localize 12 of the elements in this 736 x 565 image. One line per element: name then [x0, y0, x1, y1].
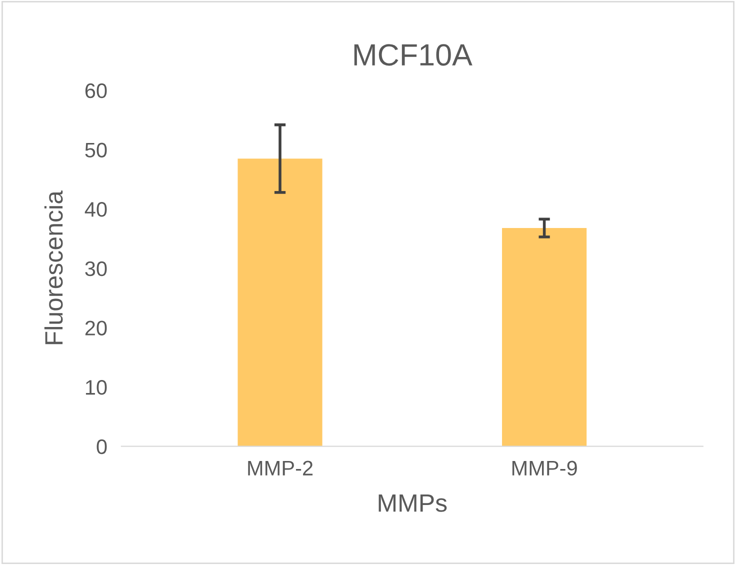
y-tick-label: 30: [85, 261, 107, 276]
x-tick-label: MMP-2: [248, 460, 313, 476]
y-axis-title: Fluorescencia: [44, 190, 63, 344]
y-tick-label: 0: [96, 439, 107, 454]
y-tick-label: 50: [85, 142, 107, 158]
y-tick-label: 40: [84, 202, 107, 217]
x-axis-title: MMPs: [378, 494, 447, 512]
x-tick-label: MMP-9: [512, 460, 577, 476]
y-tick-label: 20: [85, 320, 107, 336]
y-tick-label: 10: [86, 380, 107, 395]
chart-title: MCF10A: [354, 44, 472, 66]
y-tick-label: 60: [85, 83, 107, 98]
